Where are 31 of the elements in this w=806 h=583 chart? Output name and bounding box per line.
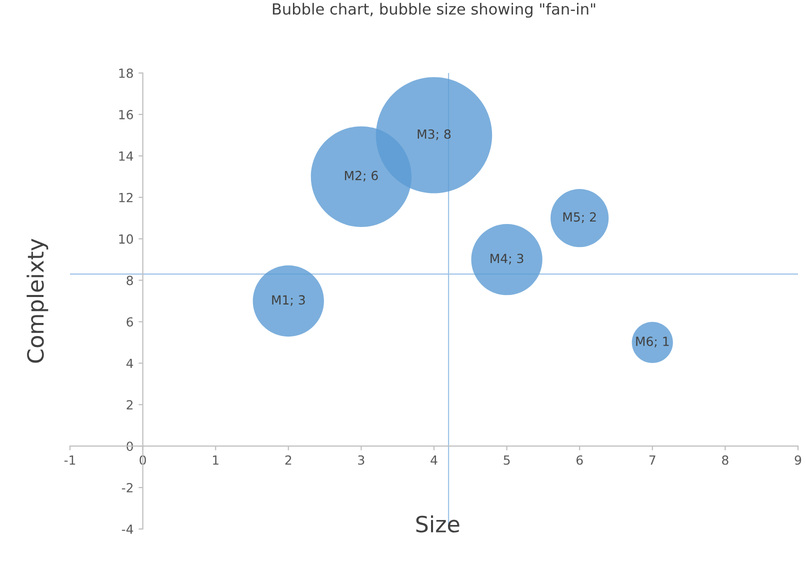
y-axis-title: Compleixty <box>26 238 48 363</box>
x-tick-label: 4 <box>430 456 438 465</box>
x-axis-title: Size <box>416 515 460 533</box>
x-tick-label: 3 <box>358 455 364 465</box>
y-tick-label: 12 <box>119 192 133 202</box>
data-label: M1; 3 <box>272 295 305 306</box>
x-tick-label: 1 <box>212 456 218 465</box>
data-label: M5; 2 <box>563 212 596 223</box>
x-tick-label: 7 <box>649 456 656 465</box>
chart-title: Bubble chart, bubble size showing "fan-in" <box>272 2 596 18</box>
x-tick-label: 8 <box>722 455 728 465</box>
y-tick-label: 4 <box>126 358 134 368</box>
y-tick-label: -2 <box>122 483 133 492</box>
data-label: M3; 8 <box>418 129 451 140</box>
y-tick-label: 16 <box>119 110 133 120</box>
x-tick-label: 5 <box>504 456 510 465</box>
y-tick-label: 8 <box>126 276 133 286</box>
x-tick-label: 6 <box>576 455 583 465</box>
x-tick-label: 9 <box>794 455 802 465</box>
y-tick-label: 2 <box>126 400 133 410</box>
x-tick-label: -1 <box>64 456 76 465</box>
y-tick-label: 18 <box>119 68 133 78</box>
x-tick-label: 0 <box>140 455 146 465</box>
data-label: M6; 1 <box>636 336 669 348</box>
y-tick-label: 14 <box>119 152 134 161</box>
y-tick-label: 10 <box>119 234 133 244</box>
y-tick-label: 6 <box>126 317 133 327</box>
x-tick-label: 2 <box>285 455 292 465</box>
data-label: M4; 3 <box>490 254 524 264</box>
y-tick-label: -4 <box>122 524 134 534</box>
data-label: M2; 6 <box>344 170 378 182</box>
